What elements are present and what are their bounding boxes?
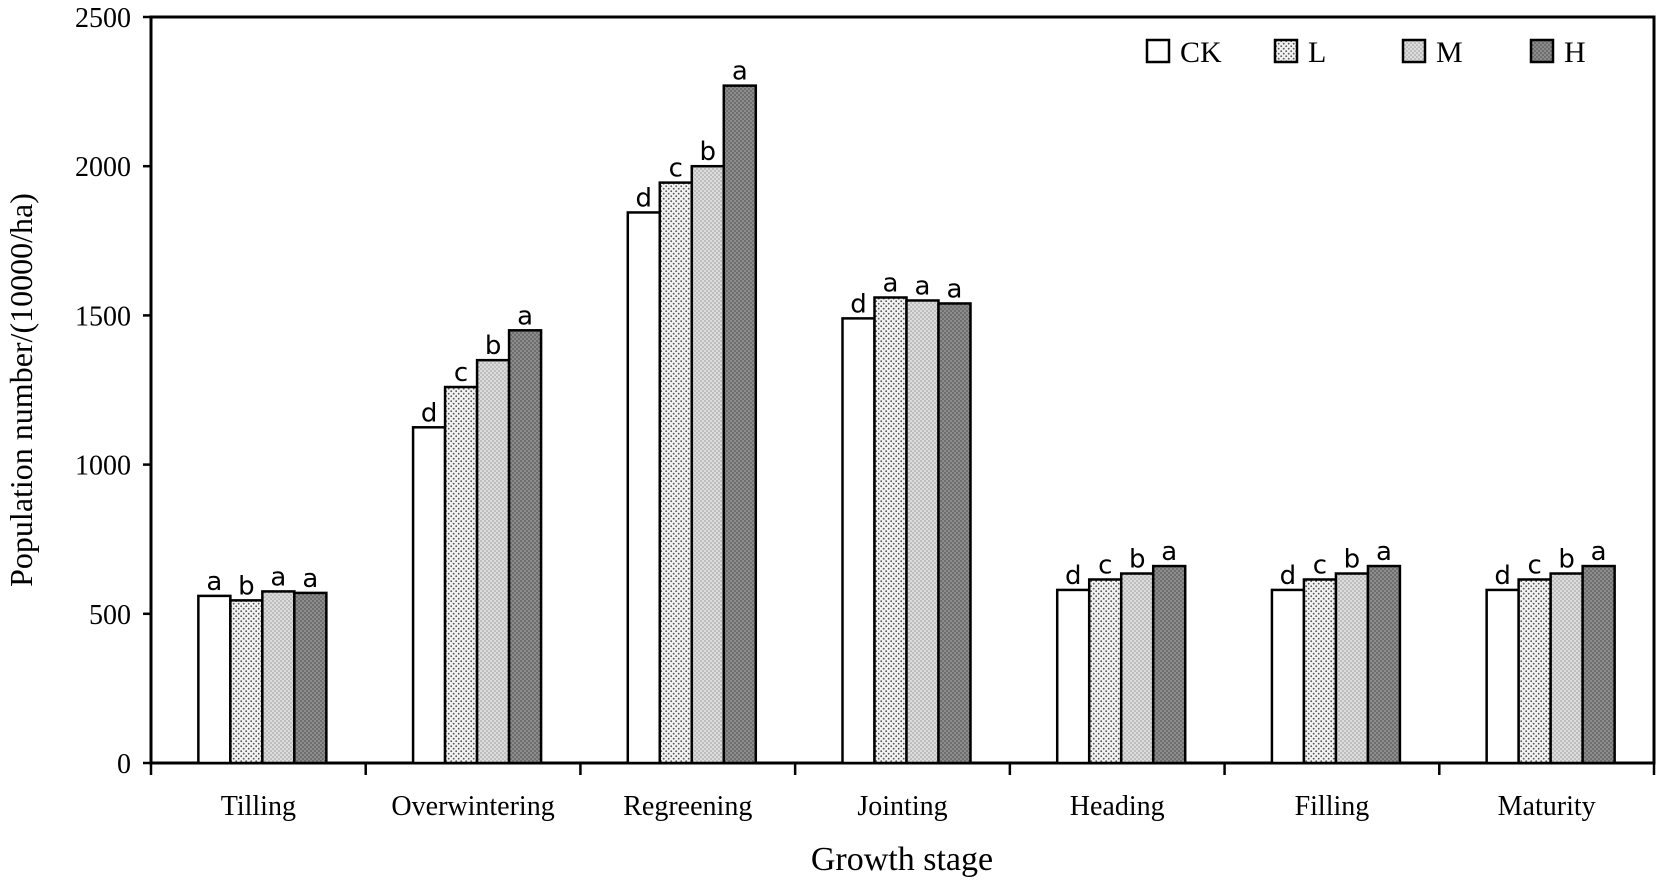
significance-label: c [669, 154, 683, 184]
y-tick-label: 2500 [75, 3, 131, 34]
significance-label: a [302, 564, 318, 594]
significance-label: b [700, 137, 717, 167]
legend-label: CK [1180, 36, 1222, 69]
bar [261, 590, 296, 765]
bar [937, 302, 972, 765]
significance-label: d [636, 183, 653, 213]
x-tick-label: Filling [1295, 791, 1370, 822]
bar [1270, 588, 1306, 765]
legend: CK L M H [1145, 36, 1586, 69]
significance-label: c [1527, 550, 1541, 580]
bar [197, 594, 232, 765]
significance-label: a [270, 562, 286, 592]
x-tick-label: Maturity [1498, 791, 1596, 822]
significance-label: d [1494, 561, 1511, 591]
bar [1302, 578, 1338, 765]
bar [1151, 564, 1187, 765]
bar [1581, 564, 1616, 765]
significance-label: c [454, 358, 468, 388]
significance-label: d [850, 289, 867, 319]
significance-label: d [1065, 561, 1082, 591]
y-tick-label: 1500 [75, 301, 131, 332]
significance-label: b [1344, 545, 1361, 575]
bar [1119, 572, 1155, 765]
significance-label: a [1591, 537, 1607, 567]
legend-label: M [1436, 36, 1463, 69]
bar [1549, 572, 1584, 765]
bar [722, 84, 758, 765]
significance-label: a [206, 567, 222, 597]
significance-label: b [485, 331, 502, 361]
legend-swatch [1529, 38, 1555, 64]
bar [1334, 572, 1370, 765]
bar [1366, 564, 1402, 765]
significance-label: c [1313, 550, 1327, 580]
bar [293, 591, 328, 765]
bar [690, 164, 726, 765]
bar [1517, 578, 1552, 765]
y-tick-label: 1000 [75, 451, 131, 482]
y-axis-title: Population number/(10000/ha) [3, 193, 39, 587]
bar [1485, 588, 1520, 765]
x-axis: Tilling Overwintering Regreening Jointing He… [149, 763, 1656, 822]
bar [411, 426, 447, 765]
bar [626, 211, 662, 765]
bar [229, 599, 264, 765]
x-tick-label: Tilling [221, 791, 296, 822]
x-tick-label: Overwintering [391, 791, 554, 822]
significance-label: a [915, 271, 931, 301]
bar [658, 181, 694, 765]
significance-label: b [238, 571, 255, 601]
bar [443, 385, 479, 765]
bar [873, 296, 908, 765]
legend-label: H [1564, 36, 1586, 69]
significance-label: a [1376, 537, 1392, 567]
y-tick-label: 2000 [75, 152, 131, 183]
legend-swatch [1145, 38, 1171, 64]
bar [507, 329, 543, 765]
significance-label: d [421, 398, 438, 428]
y-tick-label: 500 [89, 600, 131, 631]
bar [841, 317, 876, 765]
bar [475, 358, 511, 765]
bar [1055, 588, 1091, 765]
significance-label: a [517, 301, 533, 331]
x-tick-label: Regreening [623, 791, 752, 822]
x-tick-label: Heading [1070, 791, 1165, 822]
legend-label: L [1308, 36, 1326, 69]
significance-label: a [732, 57, 748, 87]
y-axis: 0 500 1000 1500 2000 2500 [75, 3, 151, 780]
bar [1087, 578, 1123, 765]
significance-label: a [1161, 537, 1177, 567]
legend-swatch [1273, 38, 1299, 64]
significance-label: d [1280, 561, 1297, 591]
significance-label: b [1129, 545, 1146, 575]
bar [905, 299, 940, 765]
y-tick-label: 0 [117, 749, 131, 780]
x-axis-title: Growth stage [811, 841, 993, 878]
significance-label: c [1098, 550, 1112, 580]
significance-label: a [947, 274, 963, 304]
significance-label: b [1558, 545, 1575, 575]
significance-label: a [883, 268, 899, 298]
x-tick-label: Jointing [857, 791, 947, 822]
legend-swatch [1401, 38, 1427, 64]
